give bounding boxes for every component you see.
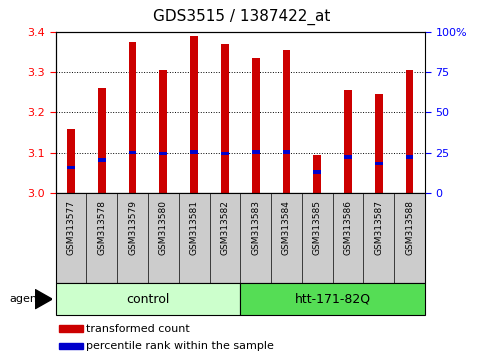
Bar <box>190 150 198 154</box>
Text: GSM313582: GSM313582 <box>220 200 229 255</box>
Bar <box>313 170 321 174</box>
Bar <box>56 283 241 315</box>
Text: GSM313586: GSM313586 <box>343 200 353 255</box>
Bar <box>344 155 352 159</box>
Bar <box>221 152 229 155</box>
Bar <box>240 283 425 315</box>
Text: htt-171-82Q: htt-171-82Q <box>295 293 371 306</box>
Bar <box>98 88 106 193</box>
Bar <box>406 70 413 193</box>
Text: agent: agent <box>10 294 42 304</box>
Text: GSM313583: GSM313583 <box>251 200 260 255</box>
Bar <box>375 162 383 165</box>
Bar <box>67 166 75 169</box>
Text: GSM313578: GSM313578 <box>97 200 106 255</box>
Text: GDS3515 / 1387422_at: GDS3515 / 1387422_at <box>153 9 330 25</box>
Text: GSM313579: GSM313579 <box>128 200 137 255</box>
Bar <box>159 70 167 193</box>
Bar <box>190 36 198 193</box>
Text: GSM313577: GSM313577 <box>67 200 75 255</box>
Text: transformed count: transformed count <box>86 324 190 333</box>
Text: GSM313580: GSM313580 <box>159 200 168 255</box>
Text: control: control <box>126 293 170 306</box>
Bar <box>221 44 229 193</box>
Bar <box>344 90 352 193</box>
Polygon shape <box>35 290 52 309</box>
Text: GSM313585: GSM313585 <box>313 200 322 255</box>
Text: percentile rank within the sample: percentile rank within the sample <box>86 341 274 351</box>
Bar <box>159 152 167 155</box>
Bar <box>98 158 106 162</box>
Bar <box>252 58 259 193</box>
Text: GSM313587: GSM313587 <box>374 200 384 255</box>
Bar <box>283 50 290 193</box>
Bar <box>375 94 383 193</box>
Text: GSM313584: GSM313584 <box>282 200 291 255</box>
Text: GSM313588: GSM313588 <box>405 200 414 255</box>
Bar <box>128 151 136 154</box>
Bar <box>313 155 321 193</box>
Bar <box>283 150 290 154</box>
Bar <box>252 150 259 154</box>
Bar <box>59 325 83 332</box>
Bar <box>67 129 75 193</box>
Bar <box>59 343 83 349</box>
Bar <box>128 42 136 193</box>
Bar <box>406 155 413 159</box>
Text: GSM313581: GSM313581 <box>190 200 199 255</box>
